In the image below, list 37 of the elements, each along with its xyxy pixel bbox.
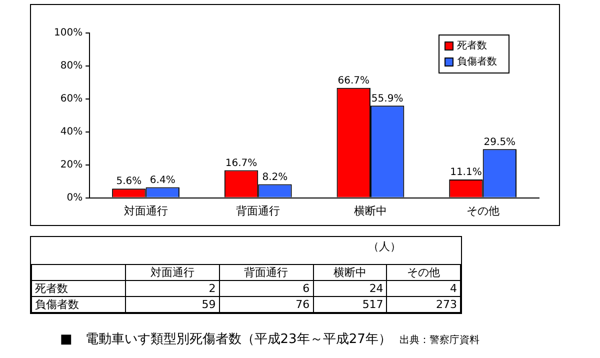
x-tick-label: 背面通行 (236, 204, 280, 218)
data-label: 55.9% (371, 93, 404, 104)
x-tick-label: 横断中 (354, 204, 387, 218)
x-tick-label: その他 (466, 204, 500, 218)
legend-label: 死者数 (457, 40, 487, 52)
text: （人） (368, 239, 401, 254)
data-label: 11.1% (450, 167, 482, 178)
data-label: 2 (125, 280, 220, 296)
category-label: 横断中 (313, 264, 387, 280)
x-tick-label: 対面通行 (124, 204, 168, 218)
y-tick-label: 0% (66, 192, 83, 204)
text: 負傷者数 (32, 296, 126, 312)
data-label: 8.2% (262, 172, 288, 183)
y-tick-label: 20% (60, 159, 83, 170)
data-label: 5.6% (116, 176, 142, 188)
data-label: 29.5% (484, 136, 516, 148)
text: ■ 電動車いす類型別死傷者数（平成23年～平成27年） (60, 332, 392, 347)
y-tick-label: 80% (60, 60, 83, 72)
data-label: 273 (386, 296, 460, 312)
category-label: 対面通行 (125, 264, 220, 280)
data-label: 66.7% (338, 75, 370, 86)
data-label: 16.7% (225, 158, 258, 169)
text: 死者数 (32, 280, 126, 296)
data-label: 59 (125, 296, 220, 312)
category-label: その他 (386, 264, 460, 280)
y-tick-label: 40% (60, 126, 83, 138)
y-tick-label: 60% (60, 94, 83, 105)
data-label: 6 (219, 280, 314, 296)
data-label: 76 (219, 296, 314, 312)
data-label: 24 (313, 280, 387, 296)
category-label: 背面通行 (219, 264, 314, 280)
source-note: 出典：警察庁資料 (399, 335, 480, 346)
data-label: 4 (386, 280, 460, 296)
data-label: 6.4% (150, 174, 176, 186)
y-tick-label: 100% (54, 28, 83, 39)
legend-label: 負傷者数 (457, 56, 497, 68)
data-label: 517 (313, 296, 387, 312)
